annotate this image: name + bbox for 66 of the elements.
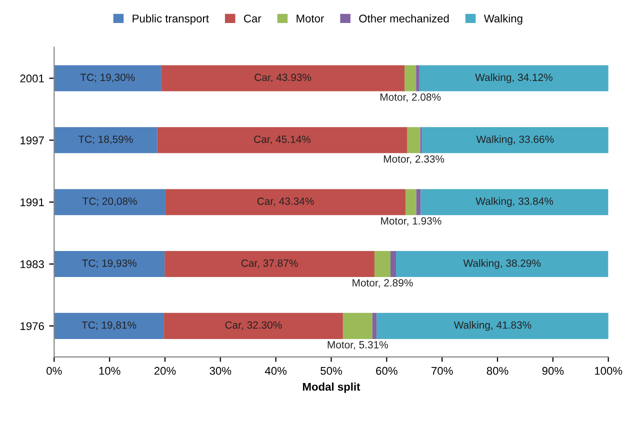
bar — [407, 127, 420, 154]
x-tick-label: 60% — [376, 366, 398, 375]
bar — [419, 65, 608, 92]
data-label: Walking, 41.83% — [454, 321, 532, 331]
bar — [54, 312, 164, 339]
data-label: TC; 18,59% — [78, 136, 133, 144]
data-label: Car, 43.34% — [257, 198, 314, 206]
bar — [342, 312, 372, 339]
bar — [161, 65, 405, 92]
bar — [396, 251, 608, 278]
bar — [416, 65, 420, 92]
bar — [157, 127, 408, 154]
x-tick-label: 100% — [594, 366, 622, 375]
data-label: Car, 32.30% — [225, 321, 282, 330]
data-label: Motor, 2.33% — [384, 155, 444, 164]
bar — [54, 251, 165, 278]
legend-label: Public transport — [132, 14, 209, 25]
data-label: TC; 20,08% — [82, 198, 137, 206]
bar — [376, 312, 608, 339]
bar — [406, 189, 416, 216]
x-tick-label: 70% — [432, 366, 453, 375]
bar — [54, 127, 158, 154]
bar — [404, 65, 416, 92]
bar — [422, 127, 608, 154]
x-tick-label: 40% — [264, 366, 287, 375]
data-label: Motor, 2.89% — [352, 279, 413, 288]
x-axis-title: Modal split — [302, 382, 360, 393]
bar — [164, 312, 343, 339]
x-tick-label: 50% — [320, 366, 342, 375]
data-label: Car, 37.87% — [241, 259, 298, 268]
bar — [164, 251, 374, 278]
bar — [54, 65, 162, 92]
bar — [416, 189, 421, 216]
x-tick-label: 20% — [154, 366, 176, 375]
x-tick-label: 10% — [99, 366, 120, 375]
bar — [54, 189, 166, 216]
y-tick-label: 2001 — [20, 74, 44, 82]
y-tick-label: 1983 — [20, 260, 44, 268]
legend-label: Motor — [296, 14, 324, 22]
x-tick-label: 80% — [486, 366, 508, 375]
data-label: TC; 19,93% — [82, 259, 136, 268]
data-label: Walking, 33.66% — [476, 135, 554, 146]
data-label: Motor, 5.31% — [328, 341, 388, 350]
data-label: TC; 19,30% — [80, 74, 135, 82]
data-label: TC; 19,81% — [82, 321, 136, 330]
data-label: Car, 45.14% — [254, 136, 311, 144]
bar — [374, 251, 390, 278]
data-label: Car, 43.93% — [254, 74, 312, 82]
legend-label: Other mechanized — [359, 14, 449, 22]
legend-label: Car — [244, 14, 262, 22]
legend-label: Walking — [484, 14, 522, 25]
bar — [165, 189, 406, 216]
data-label: Walking, 33.84% — [476, 197, 554, 207]
y-tick-label: 1997 — [20, 136, 44, 144]
y-tick-label: 1976 — [20, 322, 44, 330]
bar — [420, 189, 608, 216]
data-label: Walking, 34.12% — [475, 73, 552, 84]
x-tick-label: 90% — [542, 366, 564, 375]
x-tick-label: 30% — [210, 366, 232, 375]
x-tick-label: 0% — [46, 366, 62, 375]
data-label: Motor, 1.93% — [381, 217, 442, 226]
bar — [390, 251, 396, 278]
bar — [372, 312, 377, 339]
data-label: Walking, 38.29% — [463, 259, 541, 269]
data-label: Motor, 2.08% — [380, 93, 441, 102]
y-tick-label: 1991 — [20, 198, 44, 206]
